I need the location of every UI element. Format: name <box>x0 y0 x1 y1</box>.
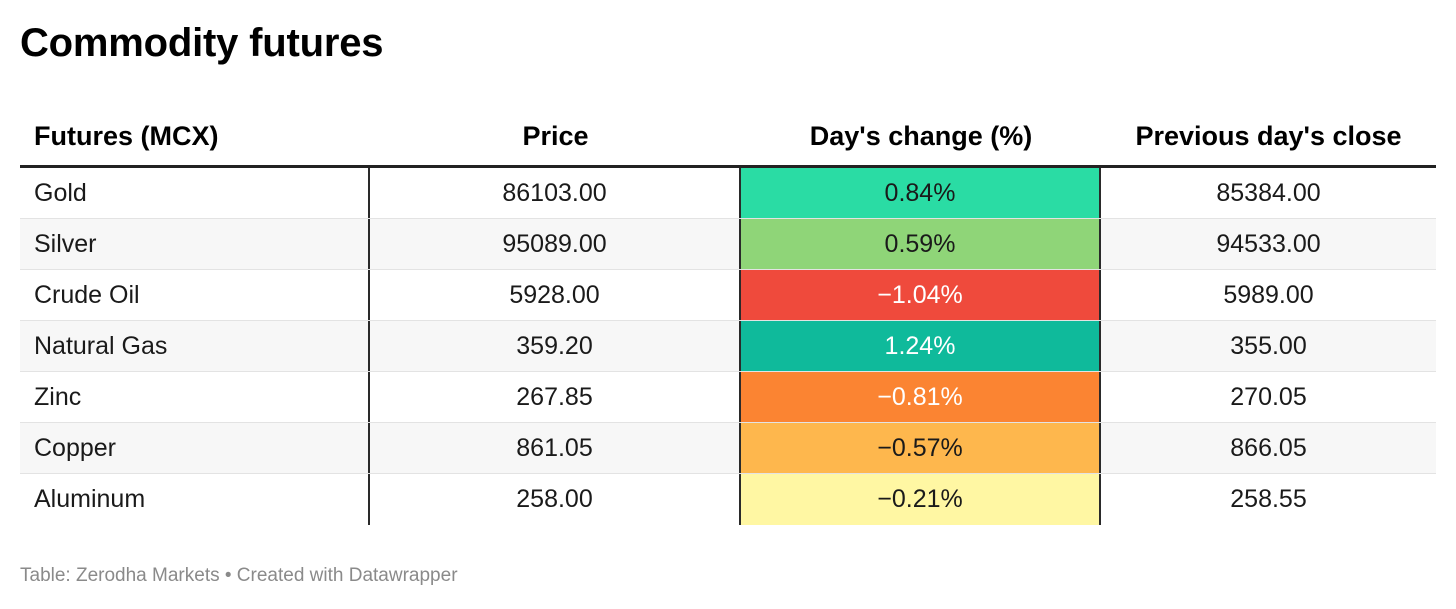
cell-days-change: 0.84% <box>741 168 1101 218</box>
header-days-change[interactable]: Day's change (%) <box>809 121 1033 151</box>
cell-futures-name: Crude Oil <box>20 270 370 320</box>
cell-days-change: 0.59% <box>741 219 1101 269</box>
cell-futures-name: Natural Gas <box>20 321 370 371</box>
cell-futures-name: Copper <box>20 423 370 473</box>
table-header: Futures (MCX) Price Day's change (%) Pre… <box>20 108 1436 168</box>
cell-days-change: 1.24% <box>741 321 1101 371</box>
cell-price: 258.00 <box>370 474 741 525</box>
header-previous-close[interactable]: Previous day's close <box>1135 121 1402 151</box>
table-row: Aluminum 258.00 −0.21% 258.55 <box>20 474 1436 525</box>
cell-price: 5928.00 <box>370 270 741 320</box>
table-row: Gold 86103.00 0.84% 85384.00 <box>20 168 1436 219</box>
table-body: Gold 86103.00 0.84% 85384.00 Silver 95089.00 0… <box>20 168 1436 525</box>
cell-days-change: −0.57% <box>741 423 1101 473</box>
cell-days-change: −0.81% <box>741 372 1101 422</box>
cell-previous-close: 5989.00 <box>1223 280 1314 309</box>
cell-futures-name: Aluminum <box>20 474 370 525</box>
table-row: Crude Oil 5928.00 −1.04% 5989.00 <box>20 270 1436 321</box>
cell-price: 359.20 <box>370 321 741 371</box>
header-futures[interactable]: Futures (MCX) <box>34 121 219 151</box>
cell-days-change: −1.04% <box>741 270 1101 320</box>
cell-futures-name: Gold <box>20 168 370 218</box>
source-footer: Table: Zerodha Markets • Created with Da… <box>20 565 458 586</box>
cell-previous-close: 85384.00 <box>1216 178 1321 207</box>
table-title: Commodity futures <box>20 21 384 65</box>
table-row: Silver 95089.00 0.59% 94533.00 <box>20 219 1436 270</box>
cell-previous-close: 270.05 <box>1230 382 1307 411</box>
cell-previous-close: 866.05 <box>1230 433 1307 462</box>
cell-price: 86103.00 <box>370 168 741 218</box>
cell-price: 861.05 <box>370 423 741 473</box>
header-price[interactable]: Price <box>522 121 589 151</box>
cell-price: 267.85 <box>370 372 741 422</box>
cell-days-change: −0.21% <box>741 474 1101 525</box>
cell-futures-name: Zinc <box>20 372 370 422</box>
cell-previous-close: 355.00 <box>1230 331 1307 360</box>
cell-previous-close: 94533.00 <box>1216 229 1321 258</box>
cell-previous-close: 258.55 <box>1230 485 1307 513</box>
table-row: Copper 861.05 −0.57% 866.05 <box>20 423 1436 474</box>
commodity-table: Futures (MCX) Price Day's change (%) Pre… <box>20 108 1436 525</box>
cell-futures-name: Silver <box>20 219 370 269</box>
cell-price: 95089.00 <box>370 219 741 269</box>
table-row: Natural Gas 359.20 1.24% 355.00 <box>20 321 1436 372</box>
table-row: Zinc 267.85 −0.81% 270.05 <box>20 372 1436 423</box>
